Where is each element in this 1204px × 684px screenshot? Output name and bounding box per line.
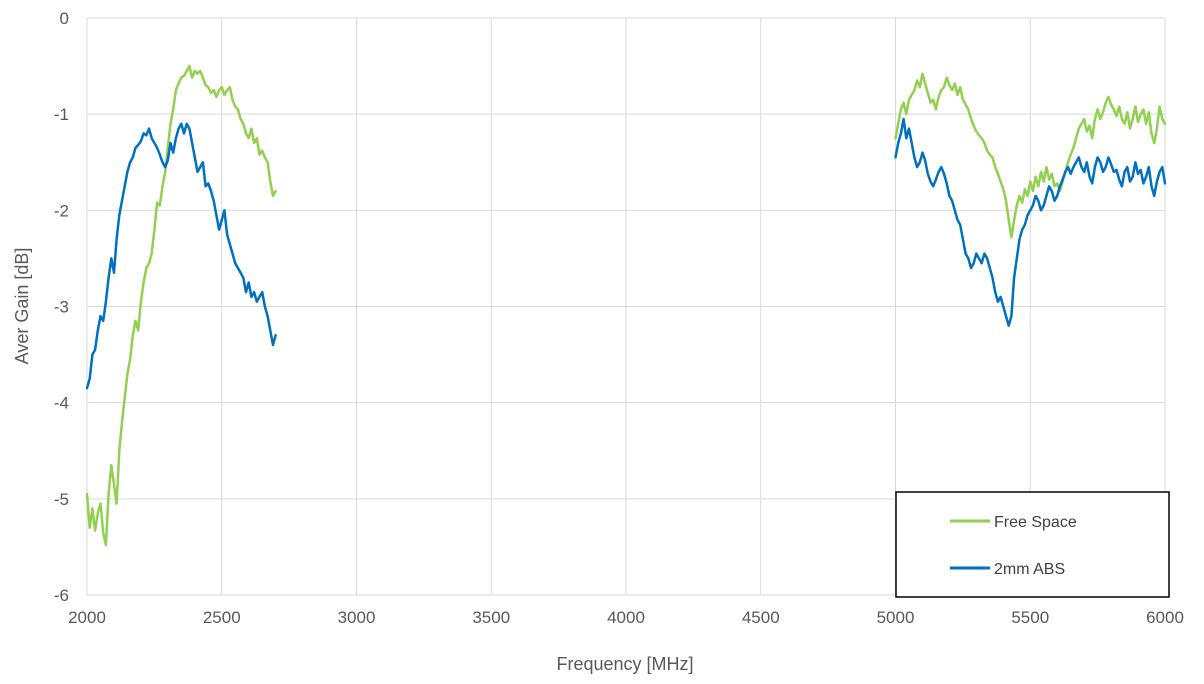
x-axis-title: Frequency [MHz]: [556, 654, 693, 674]
y-tick-label: -3: [54, 298, 69, 317]
series-lines: [85, 64, 1167, 547]
x-tick-label: 5000: [877, 608, 915, 627]
x-tick-label: 2000: [68, 608, 106, 627]
y-tick-label: -4: [54, 394, 69, 413]
y-tick-label: 0: [60, 9, 69, 28]
series-line-free-space-segment-2: [894, 72, 1167, 239]
legend-entry-free-space: Free Space: [950, 514, 1077, 531]
legend-entry-2mm-abs: 2mm ABS: [950, 561, 1065, 578]
series-line-free-space-segment-1: [85, 64, 277, 547]
y-tick-label: -2: [54, 201, 69, 220]
x-tick-label: 4500: [742, 608, 780, 627]
y-axis-ticks: 0 -1 -2 -3 -4 -5 -6: [54, 9, 69, 605]
x-axis-ticks: 2000 2500 3000 3500 4000 4500 5000 5500 6000: [68, 608, 1184, 627]
series-line-2mm-abs-segment-1: [85, 122, 277, 390]
grid: [86, 17, 1166, 596]
x-tick-label: 3000: [338, 608, 376, 627]
y-tick-label: -5: [54, 490, 69, 509]
series-line-2mm-abs-segment-2: [894, 117, 1167, 327]
y-axis-title: Aver Gain [dB]: [12, 248, 32, 365]
legend-label-2mm-abs: 2mm ABS: [994, 561, 1065, 578]
y-tick-label: -1: [54, 105, 69, 124]
x-tick-label: 6000: [1146, 608, 1184, 627]
x-tick-label: 3500: [472, 608, 510, 627]
y-tick-label: -6: [54, 586, 69, 605]
legend: Free Space 2mm ABS: [895, 491, 1170, 598]
x-tick-label: 4000: [607, 608, 645, 627]
legend-box: [895, 491, 1170, 598]
legend-label-free-space: Free Space: [994, 514, 1077, 531]
x-tick-label: 2500: [203, 608, 241, 627]
x-tick-label: 5500: [1011, 608, 1049, 627]
